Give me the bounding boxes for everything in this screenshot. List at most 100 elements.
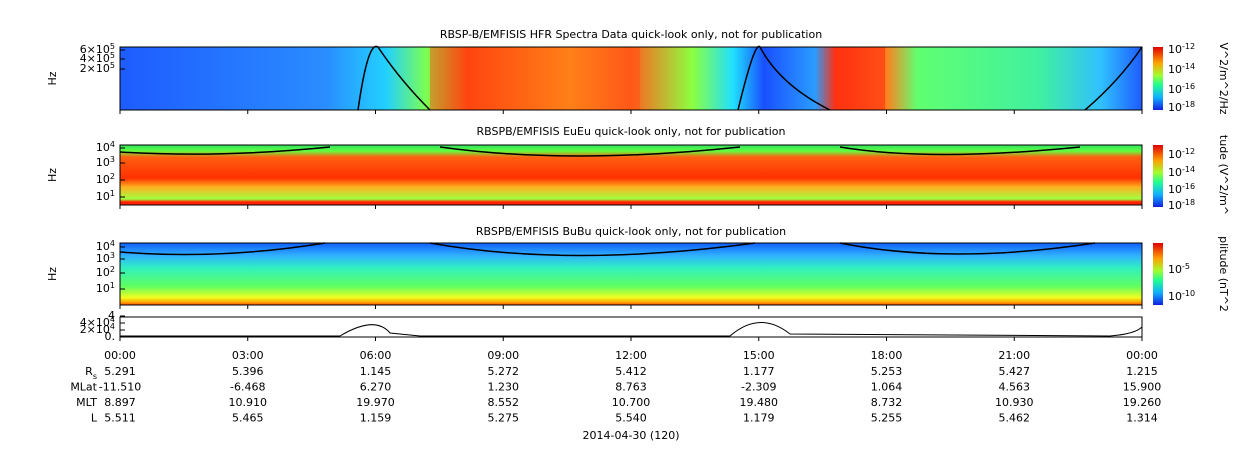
ephemeris-label: Rs bbox=[85, 365, 97, 381]
x-tick-label: 15:00 bbox=[743, 349, 775, 362]
ephemeris-value: 19.970 bbox=[356, 396, 395, 409]
colorbar-tick-label: 10-10 bbox=[1168, 289, 1195, 304]
y-tick-label-exp: 4 bbox=[110, 322, 115, 331]
y-tick-label: 101 bbox=[96, 189, 115, 204]
colorbar-tick-label-exp: -16 bbox=[1182, 82, 1195, 91]
colorbar-tick-label-exp: -5 bbox=[1182, 262, 1190, 271]
ephemeris-label-text: MLat bbox=[70, 381, 97, 394]
colorbar-tick-label: 10-14 bbox=[1168, 62, 1195, 77]
y-tick-label-exp: 5 bbox=[110, 61, 115, 70]
ephemeris-value: 19.260 bbox=[1123, 396, 1162, 409]
y-tick-label-base: 2×10 bbox=[80, 62, 110, 75]
y-tick-label: 4×105 bbox=[80, 51, 115, 66]
ephemeris-value: 19.480 bbox=[740, 396, 779, 409]
y-tick-label-base: 0. bbox=[105, 330, 116, 343]
y-tick-label-base: 10 bbox=[96, 266, 110, 279]
y-tick-label: 103 bbox=[96, 155, 115, 170]
colorbar-tick-label-base: 10 bbox=[1168, 101, 1182, 114]
y-tick-label-base: 10 bbox=[96, 173, 110, 186]
x-tick-label: 21:00 bbox=[998, 349, 1030, 362]
colorbar-tick-label-base: 10 bbox=[1168, 263, 1182, 276]
colorbar-tick-label-exp: -14 bbox=[1182, 62, 1195, 71]
y-tick-label-base: 10 bbox=[96, 141, 110, 154]
colorbar-tick-label-exp: -12 bbox=[1182, 147, 1195, 156]
y-tick-label-base: 4×10 bbox=[80, 52, 110, 65]
colorbar-tick-label-base: 10 bbox=[1168, 166, 1182, 179]
colorbar-tick-label-exp: -10 bbox=[1182, 289, 1195, 298]
y-tick-label: 101 bbox=[96, 281, 115, 296]
fce-line bbox=[119, 146, 1081, 157]
y-tick-label: 104 bbox=[96, 239, 115, 254]
colorbar-tick-label-exp: -18 bbox=[1182, 100, 1195, 109]
y-tick-label-exp: 1 bbox=[110, 281, 115, 290]
ephemeris-value: 10.930 bbox=[995, 396, 1034, 409]
ephemeris-label-text: R bbox=[85, 365, 93, 378]
y-tick-label-base: 6×10 bbox=[80, 43, 110, 56]
colorbar-label: plitude (nT^2 bbox=[1217, 236, 1230, 312]
y-tick-label: 103 bbox=[96, 251, 115, 266]
y-tick-label-exp: 1 bbox=[110, 189, 115, 198]
colorbar bbox=[1153, 47, 1163, 110]
x-tick-label: 00:00 bbox=[1126, 349, 1158, 362]
y-tick-label: 102 bbox=[96, 172, 115, 187]
ephemeris-value: 4.563 bbox=[999, 381, 1031, 394]
y-tick-label-base: 10 bbox=[96, 252, 110, 265]
lshell-panel bbox=[119, 316, 1143, 338]
colorbar-tick-label-exp: -16 bbox=[1182, 182, 1195, 191]
ephemeris-value: 5.412 bbox=[615, 365, 647, 378]
y-tick-label: 4 bbox=[108, 309, 115, 322]
ephemeris-value: 5.275 bbox=[488, 412, 520, 425]
ephemeris-value: -11.510 bbox=[99, 381, 141, 394]
ephemeris-label-text: L bbox=[91, 412, 98, 425]
lshell-line bbox=[120, 322, 1143, 337]
ephemeris-value: 6.270 bbox=[360, 381, 392, 394]
y-tick-label-exp: 4 bbox=[110, 239, 115, 248]
y-tick-label: 102 bbox=[96, 265, 115, 280]
panel-title: RBSP-B/EMFISIS HFR Spectra Data quick-lo… bbox=[440, 28, 822, 41]
ephemeris-value: 1.179 bbox=[743, 412, 775, 425]
y-tick-label-exp: 3 bbox=[110, 155, 115, 164]
ephemeris-value: 8.763 bbox=[615, 381, 647, 394]
colorbar-tick-label: 10-18 bbox=[1168, 100, 1195, 115]
y-axis-label: Hz bbox=[46, 168, 59, 182]
colorbar-tick-label-exp: -14 bbox=[1182, 165, 1195, 174]
ephemeris-value: 5.396 bbox=[232, 365, 264, 378]
x-tick-label: 18:00 bbox=[871, 349, 903, 362]
panel-title: RBSPB/EMFISIS EuEu quick-look only, not … bbox=[476, 125, 785, 138]
y-tick-label: 4×104 bbox=[80, 315, 115, 330]
ephemeris-value: 5.291 bbox=[104, 365, 136, 378]
ephemeris-value: 5.462 bbox=[999, 412, 1031, 425]
ephemeris-value: -6.468 bbox=[230, 381, 265, 394]
colorbar-tick-label: 10-5 bbox=[1168, 262, 1190, 277]
y-tick-label-exp: 3 bbox=[110, 251, 115, 260]
bubu-spectrogram bbox=[120, 243, 1142, 305]
ephemeris-value: 1.177 bbox=[743, 365, 775, 378]
colorbar-tick-label-exp: -12 bbox=[1182, 42, 1195, 51]
fce-line bbox=[119, 242, 1096, 257]
colorbar-tick-label: 10-18 bbox=[1168, 198, 1195, 213]
y-tick-label-base: 4 bbox=[108, 309, 115, 322]
x-tick-label: 03:00 bbox=[232, 349, 264, 362]
colorbar bbox=[1153, 243, 1163, 305]
y-tick-label-base: 10 bbox=[96, 190, 110, 203]
colorbar-label: V^2/m^2/Hz bbox=[1217, 42, 1230, 114]
x-tick-label: 09:00 bbox=[487, 349, 519, 362]
colorbar-tick-label-exp: -18 bbox=[1182, 198, 1195, 207]
y-tick-label: 0. bbox=[105, 330, 116, 343]
y-tick-label-base: 10 bbox=[96, 240, 110, 253]
y-tick-label: 104 bbox=[96, 140, 115, 155]
ephemeris-value: 5.540 bbox=[615, 412, 647, 425]
ephemeris-value: 1.230 bbox=[488, 381, 520, 394]
colorbar-tick-label: 10-14 bbox=[1168, 165, 1195, 180]
y-tick-label-exp: 4 bbox=[110, 315, 115, 324]
x-tick-label: 00:00 bbox=[104, 349, 136, 362]
ephemeris-value: 5.465 bbox=[232, 412, 264, 425]
x-tick-label: 12:00 bbox=[615, 349, 647, 362]
colorbar-tick-label-base: 10 bbox=[1168, 83, 1182, 96]
burst bbox=[430, 47, 640, 110]
ephemeris-value: 1.064 bbox=[871, 381, 903, 394]
burst bbox=[840, 47, 885, 110]
y-tick-label-exp: 2 bbox=[110, 172, 115, 181]
ephemeris-value: 10.910 bbox=[229, 396, 268, 409]
